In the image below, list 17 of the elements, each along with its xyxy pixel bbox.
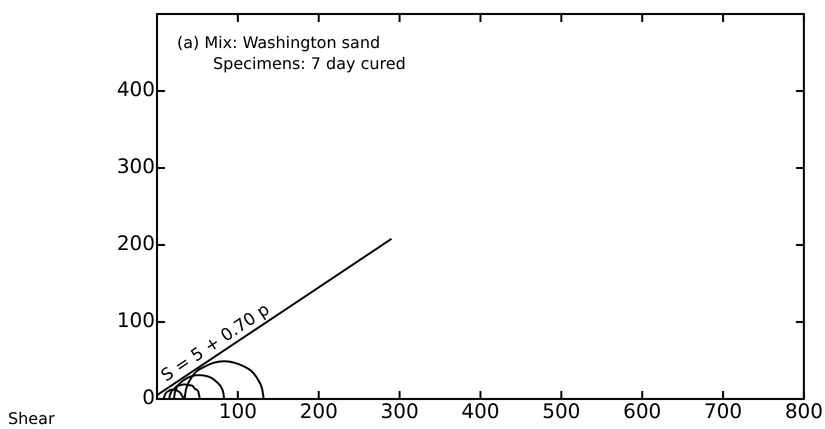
annotation: S = 5 + 0.70 p xyxy=(158,300,274,386)
text: Shear xyxy=(8,409,55,428)
y-tick-label: 300 xyxy=(116,154,155,178)
y-tick-label: 400 xyxy=(116,77,155,102)
annotation: (a) Mix: Washington sand xyxy=(177,33,380,52)
x-tick-label: 200 xyxy=(300,399,338,424)
annotation: Specimens: 7 day cured xyxy=(213,54,406,74)
x-tick-label: 400 xyxy=(461,399,500,424)
y-tick-label: 100 xyxy=(116,308,155,332)
x-tick-label: 600 xyxy=(623,399,662,424)
y-tick-label: 200 xyxy=(116,231,155,256)
x-tick-label: 700 xyxy=(704,399,742,424)
y-tick-label: 0 xyxy=(142,385,155,410)
x-tick-label: 800 xyxy=(784,399,824,424)
x-tick-label: 500 xyxy=(542,399,580,424)
x-tick-label: 300 xyxy=(380,399,419,424)
x-tick-label: 100 xyxy=(218,399,257,424)
